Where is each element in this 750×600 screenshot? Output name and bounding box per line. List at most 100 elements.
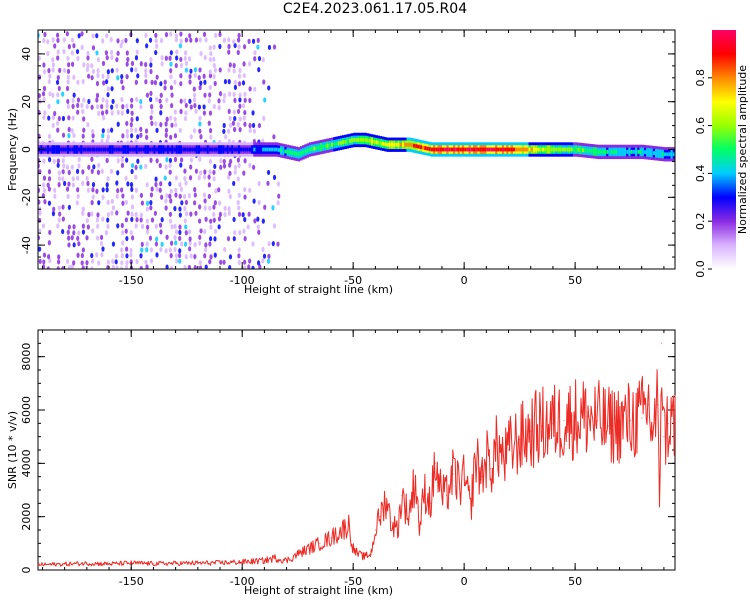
spectrogram-cell bbox=[96, 57, 101, 63]
spectrogram-cell bbox=[184, 110, 188, 116]
spectrogram-cell bbox=[194, 108, 198, 114]
spectrogram-cell bbox=[203, 205, 207, 211]
snr-data-point bbox=[656, 404, 658, 406]
spectrogram-cell bbox=[261, 218, 265, 224]
ridge-core bbox=[484, 147, 487, 152]
spectrogram-cell bbox=[106, 134, 110, 140]
spectrogram-cell bbox=[236, 121, 240, 128]
spectrogram-cell bbox=[47, 169, 52, 175]
spectrogram-cell bbox=[272, 134, 276, 140]
spectrogram-cell bbox=[184, 50, 188, 56]
spectrogram-cell bbox=[139, 212, 143, 218]
spectrogram-cell bbox=[70, 164, 74, 170]
spectrogram-cell bbox=[202, 192, 207, 198]
ridge-core bbox=[588, 149, 591, 153]
ridge-core bbox=[537, 147, 540, 152]
spectrogram-cell bbox=[212, 62, 216, 69]
spectrogram-cell bbox=[169, 31, 173, 37]
spectrogram-cell bbox=[251, 38, 256, 44]
spectrogram-cell bbox=[72, 224, 76, 230]
spectrogram-cell bbox=[208, 259, 212, 265]
snr-data-point bbox=[441, 494, 443, 496]
spectrogram-cell bbox=[168, 157, 173, 164]
spectrogram-cell bbox=[238, 103, 242, 109]
spectrogram-cell bbox=[159, 110, 163, 116]
spectrogram-cell bbox=[56, 127, 60, 133]
spectrogram-cell bbox=[65, 258, 70, 265]
spectrogram-cell bbox=[222, 128, 226, 134]
spectrogram-cell bbox=[174, 253, 178, 259]
spectrogram-cell bbox=[56, 223, 60, 229]
spectrogram-cell bbox=[100, 252, 104, 258]
ridge-core bbox=[222, 147, 225, 152]
ridge-core bbox=[499, 147, 503, 152]
spectrogram-cell bbox=[47, 200, 52, 206]
ridge-core bbox=[251, 147, 254, 152]
spectrogram-cell bbox=[100, 110, 105, 116]
ridge-core bbox=[273, 147, 276, 152]
ridge-core bbox=[191, 147, 194, 152]
spectrogram-cell bbox=[46, 266, 50, 269]
spectrogram-cell bbox=[155, 74, 159, 80]
spectrogram-cell bbox=[81, 108, 85, 115]
spectrogram-cell bbox=[56, 75, 60, 81]
ridge-core bbox=[661, 152, 665, 156]
ridge-core bbox=[395, 142, 398, 147]
spectrogram-cell bbox=[95, 252, 99, 258]
spectrogram-cell bbox=[95, 188, 99, 194]
spectrogram-cell bbox=[81, 210, 85, 216]
spectrogram-cell bbox=[91, 68, 96, 75]
spectrogram-cell bbox=[232, 180, 236, 187]
spectrogram-cell bbox=[149, 115, 153, 121]
spectrogram-cell bbox=[104, 50, 108, 56]
snr-data-point bbox=[485, 457, 487, 459]
spectrogram-cell bbox=[258, 264, 262, 269]
spectrogram-cell bbox=[229, 158, 233, 164]
ridge-core bbox=[548, 147, 551, 152]
ridge-core bbox=[242, 147, 245, 152]
spectrogram-cell bbox=[154, 223, 158, 229]
spectrogram-cell bbox=[115, 67, 119, 73]
ridge-core bbox=[670, 152, 674, 157]
spectrogram-cell bbox=[202, 73, 206, 79]
spectrogram-cell bbox=[203, 92, 207, 98]
spectrogram-cell bbox=[202, 31, 207, 37]
ridge-core bbox=[384, 142, 387, 147]
spectrogram-cell bbox=[95, 97, 99, 103]
spectrogram-cell bbox=[233, 97, 237, 104]
spectrogram-cell bbox=[124, 175, 128, 181]
ridge-core bbox=[375, 140, 378, 145]
spectrogram-cell bbox=[130, 216, 134, 223]
ridge-core bbox=[399, 142, 403, 147]
spectrogram-cell bbox=[148, 235, 153, 241]
ridge-core bbox=[386, 142, 389, 147]
spectrogram-cell bbox=[105, 109, 109, 115]
ridge-core bbox=[597, 149, 600, 154]
spectrogram-cell bbox=[178, 248, 182, 254]
spectrogram-cell bbox=[155, 127, 159, 134]
ridge-core bbox=[457, 147, 460, 152]
spectrogram-cell bbox=[145, 134, 149, 140]
spectrogram-cell bbox=[57, 205, 61, 211]
snr-y-tick-label: 6000 bbox=[20, 396, 33, 424]
spectrogram-cell bbox=[233, 164, 238, 170]
ridge-core bbox=[117, 147, 121, 152]
spectrogram-cell bbox=[247, 61, 252, 67]
snr-data-point bbox=[647, 404, 649, 406]
spectrogram-cell bbox=[277, 193, 281, 199]
spectrogram-cell bbox=[135, 116, 139, 122]
ridge-core bbox=[173, 147, 176, 152]
spectrogram-cell bbox=[231, 120, 236, 126]
spectrogram-cell bbox=[188, 246, 192, 252]
snr-data-point bbox=[434, 462, 436, 464]
spectrogram-cell bbox=[155, 186, 159, 192]
spectrogram-cell bbox=[222, 163, 227, 169]
spectrogram-cell bbox=[187, 193, 191, 199]
spectrogram-cell bbox=[46, 39, 50, 45]
ridge-core bbox=[195, 147, 199, 152]
spectrogram-cell bbox=[213, 200, 217, 206]
spectrogram-cell bbox=[120, 79, 124, 85]
spectrogram-cell bbox=[188, 79, 192, 85]
spectrogram-cell bbox=[179, 108, 183, 115]
spectrogram-cell bbox=[227, 67, 231, 73]
